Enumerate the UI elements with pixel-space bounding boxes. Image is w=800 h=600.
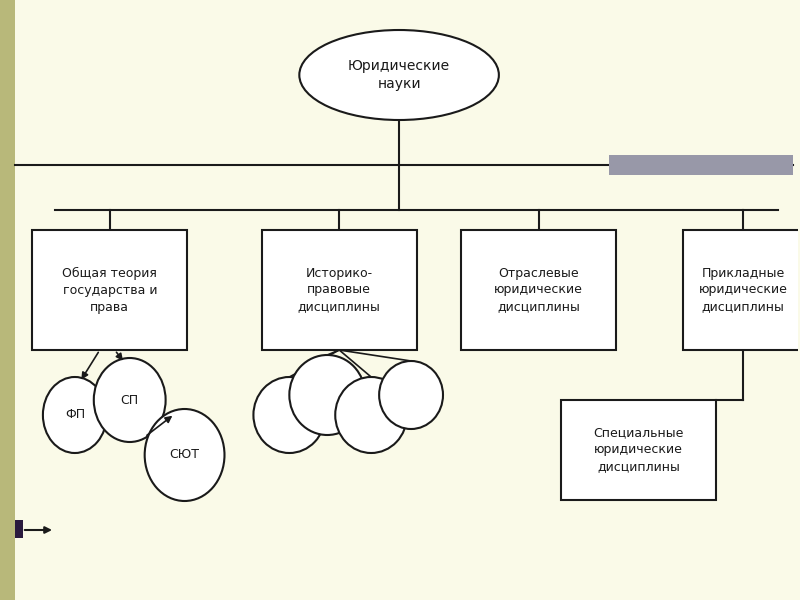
Ellipse shape [379, 361, 443, 429]
Ellipse shape [290, 355, 365, 435]
Bar [33, 230, 187, 350]
Text: Юридические
науки: Юридические науки [348, 59, 450, 91]
Text: Историко-
правовые
дисциплины: Историко- правовые дисциплины [298, 266, 381, 313]
Bar [262, 230, 417, 350]
Text: СП: СП [121, 394, 138, 407]
Ellipse shape [335, 377, 407, 453]
Text: СЮТ: СЮТ [170, 449, 199, 461]
Ellipse shape [43, 377, 106, 453]
Ellipse shape [94, 358, 166, 442]
Bar [683, 230, 800, 350]
Bar [15, 520, 23, 538]
Bar [609, 155, 793, 175]
Text: Отраслевые
юридические
дисциплины: Отраслевые юридические дисциплины [494, 266, 583, 313]
Bar [562, 400, 716, 500]
Text: Прикладные
юридические
дисциплины: Прикладные юридические дисциплины [699, 266, 788, 313]
Ellipse shape [145, 409, 225, 501]
Ellipse shape [254, 377, 326, 453]
Text: ФП: ФП [65, 409, 85, 421]
Text: Общая теория
государства и
права: Общая теория государства и права [62, 266, 157, 314]
Bar [462, 230, 616, 350]
Bar [0, 0, 15, 600]
Ellipse shape [299, 30, 499, 120]
Text: Специальные
юридические
дисциплины: Специальные юридические дисциплины [594, 427, 684, 473]
